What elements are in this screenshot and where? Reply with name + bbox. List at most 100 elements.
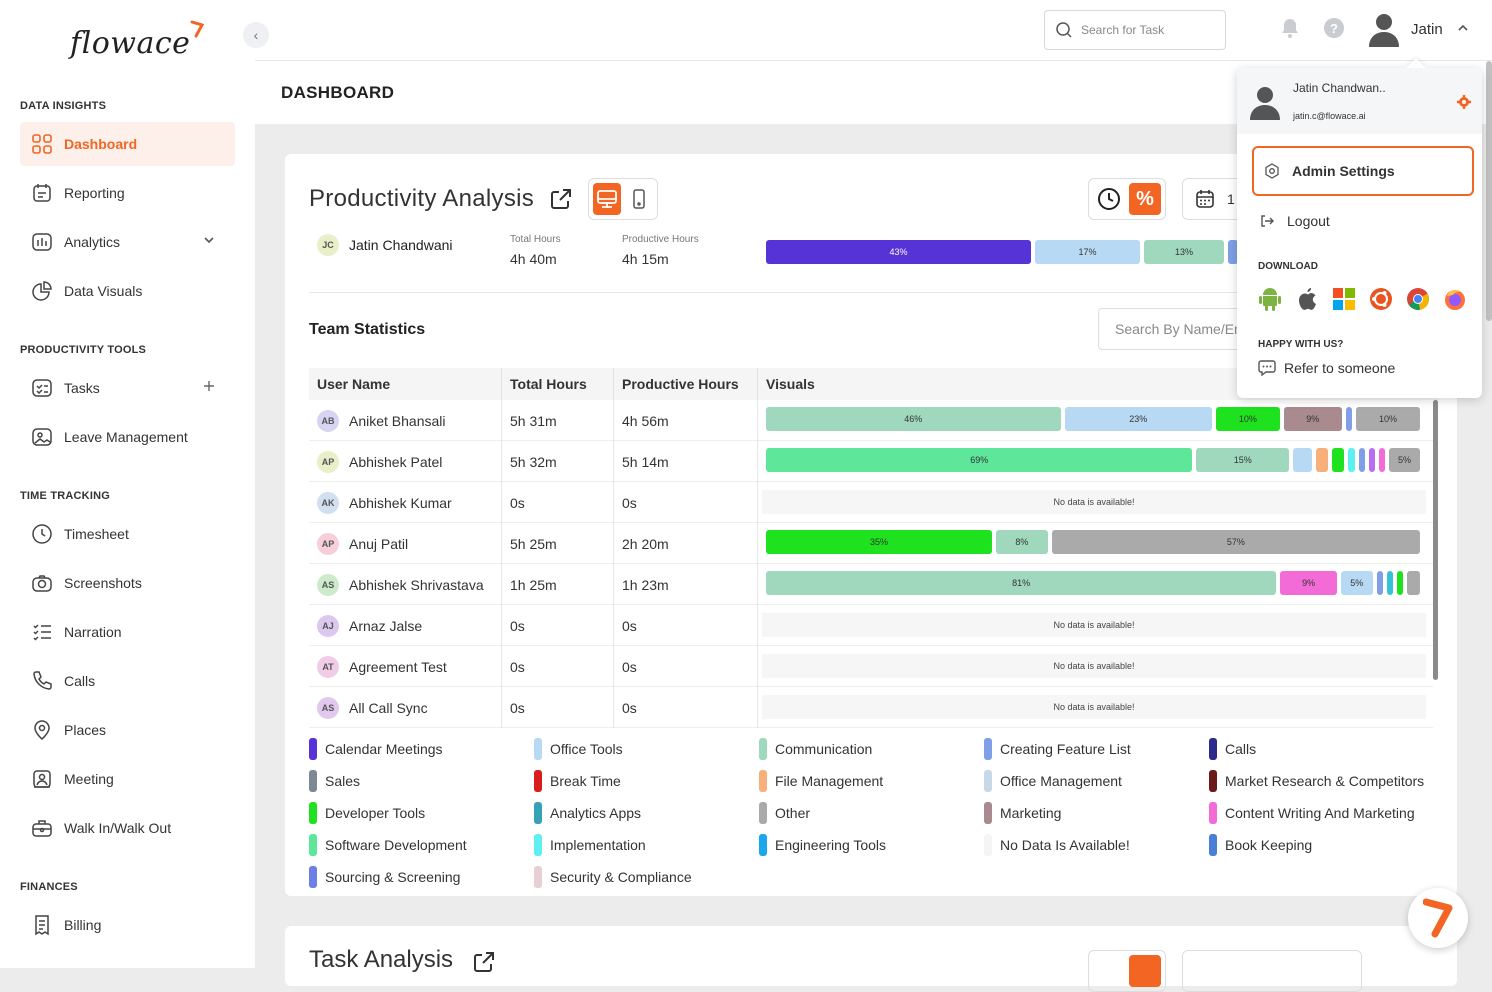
table-row[interactable]: AS Abhishek Shrivastava 1h 25m 1h 23m 81% 9% 5… bbox=[309, 564, 1433, 605]
visual-bar-segment[interactable] bbox=[1397, 571, 1404, 595]
col-productive-hours[interactable]: Productive Hours bbox=[614, 368, 758, 400]
visual-bar-segment[interactable] bbox=[1348, 448, 1355, 472]
mobile-view-button[interactable] bbox=[625, 183, 653, 215]
self-bar-segment[interactable] bbox=[1228, 240, 1238, 264]
legend-item[interactable]: Market Research & Competitors bbox=[1209, 770, 1424, 792]
legend-item[interactable]: Engineering Tools bbox=[759, 834, 886, 856]
table-row[interactable]: AT Agreement Test 0s 0s No data is available… bbox=[309, 646, 1433, 687]
visual-bar-segment[interactable]: 9% bbox=[1283, 407, 1342, 431]
col-user-name[interactable]: User Name bbox=[309, 368, 502, 400]
self-bar-segment[interactable]: 43% bbox=[766, 240, 1031, 264]
sidebar-item-places[interactable]: Places bbox=[20, 708, 235, 752]
sidebar-item-dashboard[interactable]: Dashboard bbox=[20, 122, 235, 166]
desktop-view-button[interactable] bbox=[593, 183, 621, 215]
visual-bar-segment[interactable] bbox=[1315, 448, 1329, 472]
visual-bar-segment[interactable]: 81% bbox=[766, 571, 1277, 595]
firefox-icon[interactable] bbox=[1443, 287, 1467, 311]
visual-bar-segment[interactable] bbox=[1368, 448, 1375, 472]
visual-bar-segment[interactable] bbox=[1407, 571, 1420, 595]
visual-bar-segment[interactable]: 23% bbox=[1064, 407, 1212, 431]
legend-item[interactable]: No Data Is Available! bbox=[984, 834, 1130, 856]
sidebar-item-walk-in-walk-out[interactable]: Walk In/Walk Out bbox=[20, 806, 235, 850]
sidebar-item-billing[interactable]: Billing bbox=[20, 903, 235, 947]
legend-item[interactable]: Communication bbox=[759, 738, 872, 760]
visual-bar-segment[interactable] bbox=[1293, 448, 1312, 472]
sidebar-item-data-visuals[interactable]: Data Visuals bbox=[20, 269, 235, 313]
help-chat-button[interactable] bbox=[1408, 888, 1468, 948]
visual-bar-segment[interactable]: 10% bbox=[1215, 407, 1280, 431]
legend-item[interactable]: Security & Compliance bbox=[534, 866, 692, 888]
visual-bar-segment[interactable]: 9% bbox=[1280, 571, 1337, 595]
plus-icon[interactable] bbox=[203, 379, 215, 397]
percent-mode-button[interactable]: % bbox=[1129, 183, 1161, 215]
refer-button[interactable]: Refer to someone bbox=[1258, 360, 1395, 376]
legend-item[interactable]: File Management bbox=[759, 770, 883, 792]
help-icon[interactable]: ? bbox=[1324, 18, 1344, 38]
android-icon[interactable] bbox=[1258, 287, 1282, 311]
legend-item[interactable]: Book Keeping bbox=[1209, 834, 1312, 856]
sidebar-item-screenshots[interactable]: Screenshots bbox=[20, 561, 235, 605]
bell-icon[interactable] bbox=[1281, 17, 1299, 44]
visual-bar-segment[interactable]: 35% bbox=[766, 530, 993, 554]
table-row[interactable]: AP Abhishek Patel 5h 32m 5h 14m 69% 15% 5% bbox=[309, 441, 1433, 482]
visual-bar-segment[interactable]: 10% bbox=[1355, 407, 1420, 431]
flowace-logo[interactable]: flowace bbox=[70, 20, 205, 61]
sidebar-item-analytics[interactable]: Analytics bbox=[20, 220, 235, 264]
sidebar-item-timesheet[interactable]: Timesheet bbox=[20, 512, 235, 556]
visual-bar-segment[interactable] bbox=[1378, 448, 1386, 472]
team-search-input[interactable]: Search By Name/Email bbox=[1098, 308, 1258, 350]
visual-bar-segment[interactable]: 69% bbox=[766, 448, 1193, 472]
windows-icon[interactable] bbox=[1332, 287, 1356, 311]
percent-mode-button[interactable] bbox=[1129, 955, 1161, 987]
task-search-input[interactable]: Search for Task bbox=[1044, 10, 1226, 50]
table-row[interactable]: AK Abhishek Kumar 0s 0s No data is available… bbox=[309, 482, 1433, 523]
admin-settings-button[interactable]: Admin Settings bbox=[1252, 146, 1474, 196]
table-row[interactable]: AP Anuj Patil 5h 25m 2h 20m 35% 8% 57% bbox=[309, 523, 1433, 564]
legend-item[interactable]: Calls bbox=[1209, 738, 1256, 760]
visual-bar-segment[interactable]: 57% bbox=[1051, 530, 1420, 554]
visual-bar-segment[interactable]: 46% bbox=[766, 407, 1061, 431]
legend-item[interactable]: Calendar Meetings bbox=[309, 738, 443, 760]
chevron-down-icon[interactable] bbox=[203, 233, 215, 251]
col-total-hours[interactable]: Total Hours bbox=[502, 368, 614, 400]
self-bar-segment[interactable]: 13% bbox=[1144, 240, 1224, 264]
sidebar-item-leave-management[interactable]: Leave Management bbox=[20, 415, 235, 459]
table-row[interactable]: AB Aniket Bhansali 5h 31m 4h 56m 46% 23% 10% 9%… bbox=[309, 400, 1433, 441]
legend-item[interactable]: Software Development bbox=[309, 834, 467, 856]
sidebar-item-narration[interactable]: Narration bbox=[20, 610, 235, 654]
sidebar-item-calls[interactable]: Calls bbox=[20, 659, 235, 703]
user-menu[interactable]: Jatin bbox=[1367, 11, 1469, 47]
logout-button[interactable]: Logout bbox=[1259, 213, 1330, 229]
collapse-sidebar-button[interactable]: ‹ bbox=[243, 22, 269, 48]
legend-item[interactable]: Analytics Apps bbox=[534, 802, 641, 824]
table-row[interactable]: AJ Arnaz Jalse 0s 0s No data is available! bbox=[309, 605, 1433, 646]
visual-bar-segment[interactable] bbox=[1386, 571, 1394, 595]
visual-bar-segment[interactable] bbox=[1332, 448, 1345, 472]
visual-bar-segment[interactable] bbox=[1358, 448, 1365, 472]
external-link-icon[interactable] bbox=[472, 950, 496, 979]
sidebar-item-reporting[interactable]: Reporting bbox=[20, 171, 235, 215]
legend-item[interactable]: Content Writing And Marketing bbox=[1209, 802, 1415, 824]
apple-icon[interactable] bbox=[1295, 287, 1319, 311]
sidebar-item-meeting[interactable]: Meeting bbox=[20, 757, 235, 801]
legend-item[interactable]: Creating Feature List bbox=[984, 738, 1131, 760]
visual-bar-segment[interactable] bbox=[1376, 571, 1383, 595]
sidebar-item-tasks[interactable]: Tasks bbox=[20, 366, 235, 410]
ubuntu-icon[interactable] bbox=[1369, 287, 1393, 311]
legend-item[interactable]: Developer Tools bbox=[309, 802, 425, 824]
table-row[interactable]: AS All Call Sync 0s 0s No data is available! bbox=[309, 687, 1433, 728]
table-scrollbar[interactable] bbox=[1433, 400, 1438, 680]
visual-bar-segment[interactable]: 8% bbox=[996, 530, 1048, 554]
date-picker[interactable] bbox=[1182, 950, 1362, 992]
legend-item[interactable]: Office Tools bbox=[534, 738, 623, 760]
gear-icon[interactable] bbox=[1457, 95, 1471, 114]
legend-item[interactable]: Sourcing & Screening bbox=[309, 866, 460, 888]
legend-item[interactable]: Implementation bbox=[534, 834, 646, 856]
self-bar-segment[interactable]: 17% bbox=[1035, 240, 1140, 264]
legend-item[interactable]: Marketing bbox=[984, 802, 1061, 824]
legend-item[interactable]: Break Time bbox=[534, 770, 621, 792]
chrome-icon[interactable] bbox=[1406, 287, 1430, 311]
visual-bar-segment[interactable]: 5% bbox=[1341, 571, 1373, 595]
visual-bar-segment[interactable]: 15% bbox=[1196, 448, 1290, 472]
external-link-icon[interactable] bbox=[549, 187, 573, 216]
